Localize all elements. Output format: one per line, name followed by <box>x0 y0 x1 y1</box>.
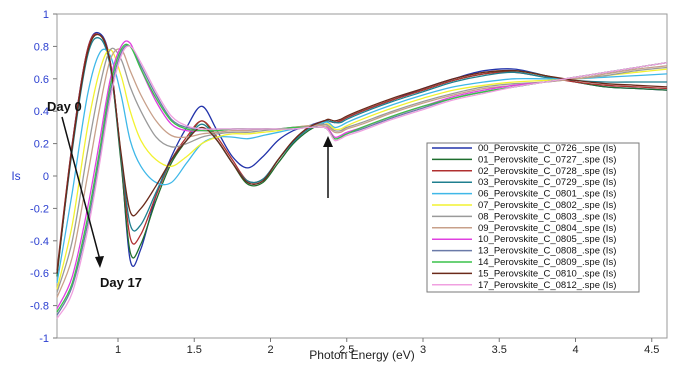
legend-label: 10_Perovskite_C_0805_.spe (Is) <box>478 234 616 245</box>
legend-label: 15_Perovskite_C_0810_.spe (Is) <box>478 268 616 279</box>
legend-label: 14_Perovskite_C_0809_.spe (Is) <box>478 257 616 268</box>
annotation-day-17: Day 17 <box>100 275 142 290</box>
y-axis-title: Is <box>11 169 20 183</box>
series-line-10 <box>56 43 668 313</box>
y-tick-label: -0.2 <box>30 203 49 215</box>
y-tick-label: 0 <box>43 171 49 183</box>
y-tick-label: -0.4 <box>30 236 49 248</box>
legend-label: 09_Perovskite_C_0804_.spe (Is) <box>478 223 616 234</box>
legend-label: 06_Perovskite_C_0801_.spe (Is) <box>478 189 616 200</box>
x-tick-label: 3 <box>420 344 426 356</box>
x-tick-label: 3.5 <box>492 344 507 356</box>
y-tick-label: 0.6 <box>34 74 49 86</box>
legend-label: 08_Perovskite_C_0803_.spe (Is) <box>478 211 616 222</box>
legend-label: 03_Perovskite_C_0729_.spe (Is) <box>478 177 616 188</box>
x-tick-label: 1.5 <box>187 344 202 356</box>
x-tick-label: 2 <box>267 344 273 356</box>
x-tick-label: 2.5 <box>339 344 354 356</box>
trend-arrow-head <box>95 256 104 268</box>
legend-label: 17_Perovskite_C_0812_.spe (Is) <box>478 280 616 291</box>
legend: 00_Perovskite_C_0726_.spe (Is)01_Perovsk… <box>432 143 616 291</box>
y-tick-label: -0.8 <box>30 301 49 313</box>
y-axis: -1 -0.8 -0.6 -0.4 -0.2 0 0.2 0.4 0.6 0.8 1 <box>30 9 57 345</box>
y-tick-label: 1 <box>43 9 49 21</box>
legend-label: 02_Perovskite_C_0728_.spe (Is) <box>478 166 616 177</box>
annotation-day-0: Day 0 <box>47 99 82 114</box>
x-axis-title: Photon Energy (eV) <box>309 348 414 362</box>
legend-label: 07_Perovskite_C_0802_.spe (Is) <box>478 200 616 211</box>
legend-label: 00_Perovskite_C_0726_.spe (Is) <box>478 143 616 154</box>
y-tick-label: 0.4 <box>34 106 49 118</box>
feature-arrow-head <box>323 136 333 147</box>
y-tick-label: -0.6 <box>30 268 49 280</box>
legend-label: 13_Perovskite_C_0808_.spe (Is) <box>478 246 616 257</box>
y-tick-label: 0.8 <box>34 41 49 53</box>
y-tick-label: -1 <box>39 333 49 345</box>
y-tick-label: 0.2 <box>34 139 49 151</box>
x-tick-label: 1 <box>115 344 121 356</box>
legend-box <box>426 142 640 293</box>
legend-label: 01_Perovskite_C_0727_.spe (Is) <box>478 154 616 165</box>
x-tick-label: 4 <box>572 344 578 356</box>
x-tick-label: 4.5 <box>644 344 659 356</box>
x-axis: 1 1.5 2 2.5 3 3.5 4 4.5 <box>115 338 659 356</box>
series-line-12 <box>56 45 668 319</box>
series-line-11 <box>56 33 668 274</box>
trend-arrow-line <box>61 116 101 261</box>
series-lines <box>56 31 668 319</box>
